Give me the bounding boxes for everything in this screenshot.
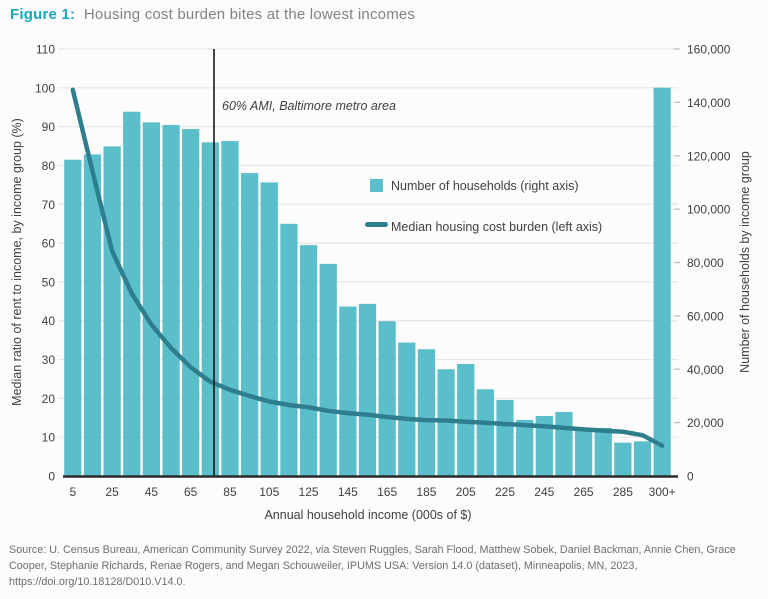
bar (516, 419, 534, 476)
figure-title-text: Housing cost burden bites at the lowest … (83, 6, 416, 23)
bar (221, 141, 239, 476)
x-axis-title: Annual household income (000s of $) (264, 508, 471, 522)
bar (142, 122, 161, 476)
bar (535, 415, 553, 476)
x-axis-tick-label: 65 (184, 485, 198, 499)
legend: Number of households (right axis) Median… (365, 179, 602, 234)
x-axis-tick-label: 105 (259, 485, 279, 499)
bar (260, 182, 278, 476)
x-axis-tick-label: 85 (223, 485, 237, 499)
left-axis-title: Median ratio of rent to income, by incom… (10, 118, 24, 406)
source-note: Source: U. Census Bureau, American Commu… (9, 544, 736, 589)
bar (574, 427, 593, 476)
right-axis-tick-label: 140,000 (687, 96, 731, 110)
figure-title: Figure 1: Housing cost burden bites at t… (10, 6, 415, 23)
x-axis-tick-label: 225 (495, 485, 515, 499)
left-axis-tick-label: 60 (42, 237, 56, 251)
left-axis-tick-label: 0 (48, 470, 55, 484)
right-axis-tick-label: 0 (687, 470, 694, 484)
x-axis-tick-label: 145 (338, 485, 358, 499)
left-axis-tick-label: 10 (42, 431, 56, 445)
bar (64, 159, 82, 477)
x-axis-tick-label: 25 (105, 485, 119, 499)
ami-annotation: 60% AMI, Baltimore metro area (222, 99, 396, 113)
bar (319, 263, 337, 476)
bar (358, 303, 377, 476)
bar (241, 173, 259, 477)
left-axis-tick-labels: 0 10 20 30 40 50 60 70 80 90 100 110 (35, 43, 55, 484)
bar-legend-label: Number of households (right axis) (391, 179, 579, 193)
bar (476, 389, 494, 476)
x-axis-tick-label: 165 (377, 485, 397, 499)
bar (496, 399, 514, 476)
left-axis-tick-label: 80 (42, 159, 56, 173)
bar (614, 442, 632, 476)
bar (182, 129, 200, 476)
right-axis-tick-label: 40,000 (687, 363, 724, 377)
right-axis-tick-label: 160,000 (687, 43, 731, 57)
bars-group (64, 87, 671, 477)
chart: 0 10 20 30 40 50 60 70 80 90 100 110 0 20,000 40,000 6… (10, 43, 752, 523)
bar (633, 441, 652, 476)
left-axis-tick-label: 100 (35, 81, 55, 95)
left-axis-tick-label: 110 (36, 43, 55, 57)
bar-legend-swatch-icon (370, 179, 383, 192)
bar (103, 146, 121, 477)
figure-title-prefix: Figure 1: (10, 6, 76, 23)
bar (280, 223, 298, 476)
right-axis-tick-label: 120,000 (687, 149, 731, 163)
bar (417, 349, 436, 476)
bar (555, 411, 573, 476)
bar (339, 306, 357, 476)
x-axis-tick-label: 45 (145, 485, 159, 499)
bar (378, 321, 396, 476)
right-axis-tick-marks (674, 48, 680, 424)
bar (83, 154, 102, 476)
right-axis-tick-label: 60,000 (687, 309, 724, 323)
x-axis-tick-label: 185 (416, 485, 436, 499)
x-axis-tick-label: 265 (574, 485, 594, 499)
left-axis-tick-label: 20 (42, 392, 56, 406)
bar (653, 87, 671, 477)
right-axis-tick-label: 80,000 (687, 256, 724, 270)
x-axis-tick-label: 205 (456, 485, 476, 499)
x-axis-tick-label: 125 (299, 485, 319, 499)
gridlines-group (58, 48, 678, 438)
left-axis-tick-label: 40 (42, 314, 56, 328)
x-axis-tick-label: 285 (613, 485, 633, 499)
right-axis-tick-label: 20,000 (687, 416, 724, 430)
x-axis-tick-label: 245 (534, 485, 554, 499)
x-axis-tick-label: 300+ (649, 485, 676, 499)
right-axis-title: Number of households by income group (738, 151, 752, 373)
right-axis-tick-label: 100,000 (687, 203, 731, 217)
left-axis-tick-label: 30 (42, 353, 56, 367)
x-axis-tick-label: 5 (69, 485, 76, 499)
bar (594, 427, 612, 476)
bar (201, 142, 219, 476)
bar (299, 245, 318, 476)
left-axis-tick-label: 50 (42, 275, 56, 289)
left-axis-tick-label: 70 (42, 198, 56, 212)
left-axis-tick-label: 90 (42, 120, 56, 134)
bar (162, 125, 180, 476)
x-axis-tick-labels: 5 25 45 65 85 105 125 145 165 185 205 225 245 265 285 3… (69, 485, 675, 499)
line-legend-label: Median housing cost burden (left axis) (391, 220, 602, 234)
line-legend-swatch-icon (365, 222, 388, 227)
right-axis-tick-labels: 0 20,000 40,000 60,000 80,000 100,000 120,000 1… (687, 43, 731, 484)
burden-line (70, 87, 665, 448)
bar (398, 342, 416, 476)
